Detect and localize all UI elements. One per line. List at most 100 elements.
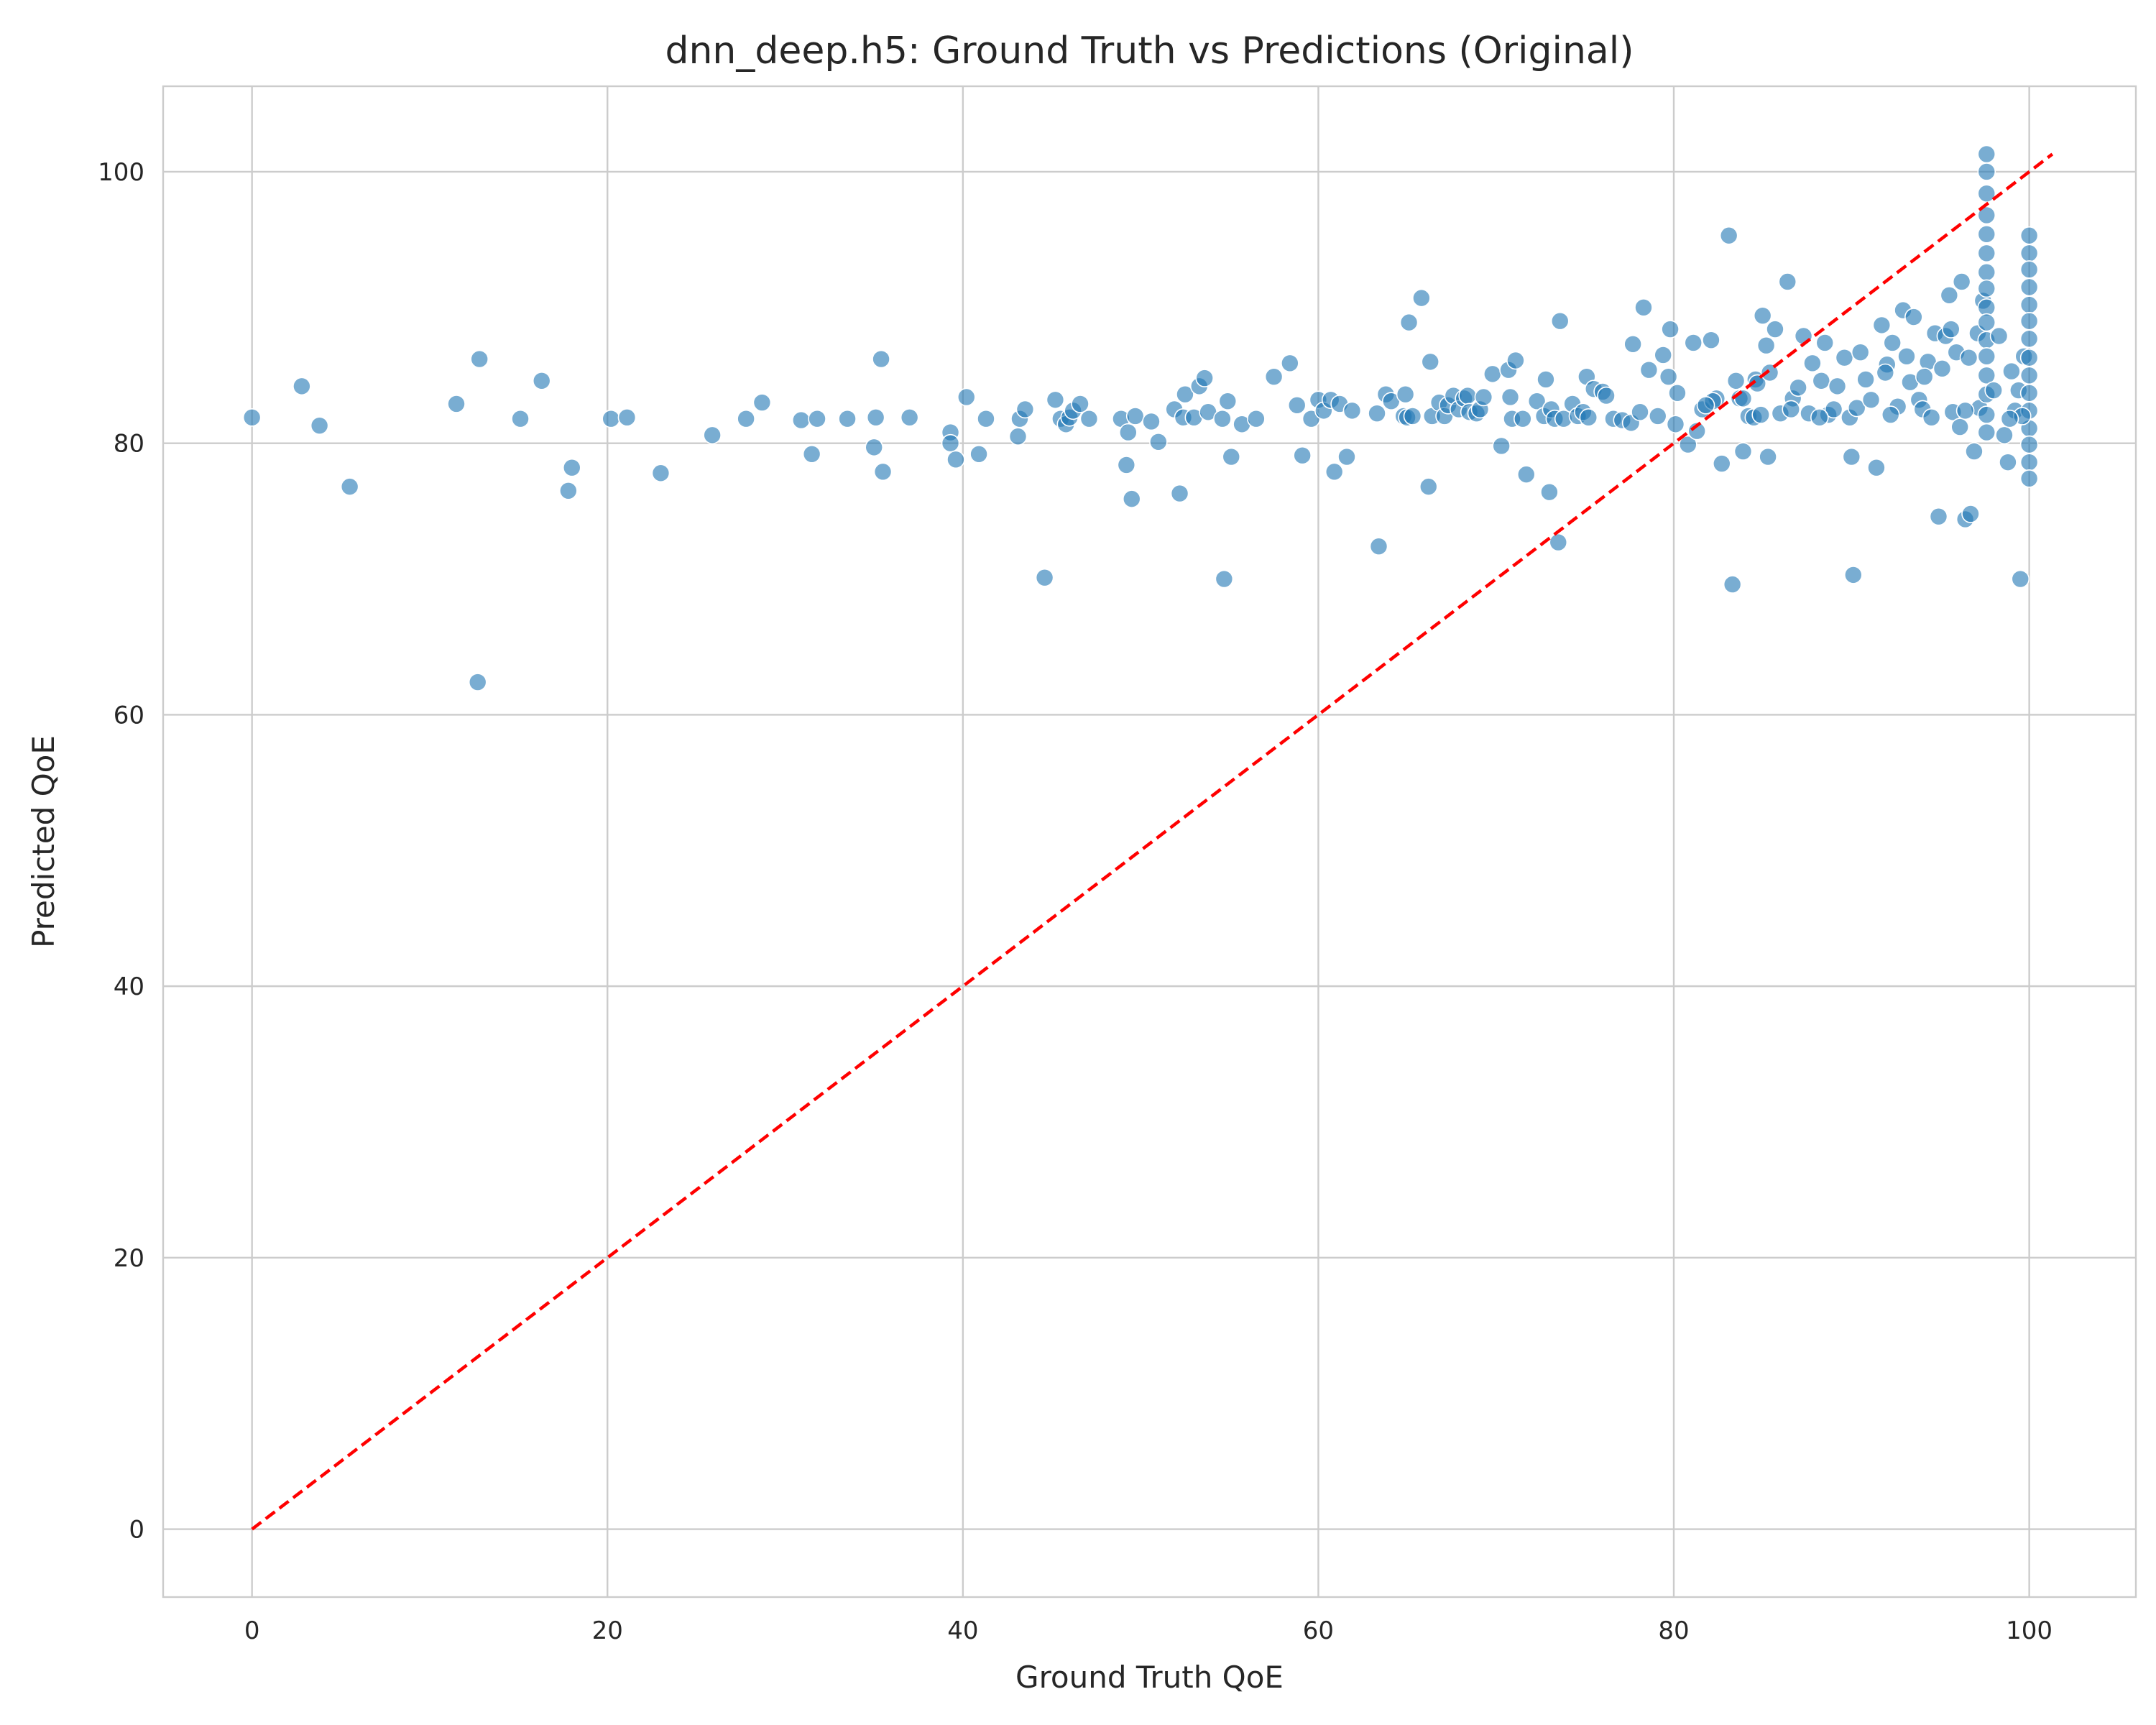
data-point bbox=[1369, 537, 1388, 556]
data-point bbox=[1119, 423, 1138, 442]
data-point bbox=[808, 409, 826, 428]
data-point bbox=[838, 409, 857, 428]
x-tick-label: 80 bbox=[1658, 1616, 1689, 1645]
data-point bbox=[1684, 334, 1703, 352]
data-point bbox=[873, 462, 893, 482]
data-point bbox=[1989, 326, 2009, 346]
data-point bbox=[1955, 401, 1975, 420]
data-point bbox=[1281, 354, 1299, 373]
data-point bbox=[1337, 447, 1356, 466]
data-point bbox=[468, 673, 487, 691]
data-point bbox=[1835, 348, 1854, 367]
plot-area-frame bbox=[162, 85, 2137, 1598]
data-point bbox=[791, 410, 811, 430]
data-point bbox=[957, 387, 976, 407]
data-point bbox=[1932, 359, 1952, 378]
data-point bbox=[1842, 447, 1861, 466]
data-point bbox=[866, 408, 885, 427]
data-point bbox=[1782, 400, 1801, 419]
data-point bbox=[1733, 442, 1753, 461]
data-point bbox=[1527, 392, 1547, 410]
data-point bbox=[1897, 347, 1916, 366]
data-point bbox=[1751, 405, 1771, 424]
data-point bbox=[1412, 288, 1431, 308]
data-point bbox=[1977, 279, 1996, 298]
data-point bbox=[1639, 360, 1659, 380]
data-point bbox=[1876, 363, 1895, 382]
data-point bbox=[1142, 412, 1161, 431]
x-tick-label: 100 bbox=[2006, 1616, 2053, 1645]
data-point bbox=[1222, 447, 1241, 466]
data-point bbox=[1687, 421, 1706, 441]
data-point bbox=[2019, 226, 2039, 245]
data-point bbox=[1342, 401, 1362, 420]
data-point bbox=[1977, 244, 1996, 263]
data-point bbox=[1881, 405, 1900, 424]
data-point bbox=[470, 349, 489, 369]
data-point bbox=[1828, 377, 1847, 396]
data-point bbox=[1679, 435, 1697, 454]
data-point bbox=[1008, 427, 1028, 446]
data-point bbox=[1815, 334, 1835, 352]
data-point bbox=[1648, 407, 1667, 426]
data-point bbox=[752, 393, 772, 412]
data-point bbox=[1079, 409, 1099, 428]
data-point bbox=[1176, 385, 1194, 404]
data-point bbox=[1883, 334, 1902, 352]
data-point bbox=[2019, 453, 2039, 472]
data-point bbox=[1218, 392, 1238, 410]
data-point bbox=[1794, 326, 1813, 346]
data-point bbox=[1760, 363, 1779, 382]
data-point bbox=[2019, 277, 2039, 297]
data-point bbox=[340, 477, 359, 496]
x-tick-label: 60 bbox=[1303, 1616, 1334, 1645]
data-point bbox=[1977, 144, 1996, 164]
data-points bbox=[242, 144, 2039, 691]
data-point bbox=[562, 458, 581, 477]
data-point bbox=[1959, 348, 1978, 367]
data-point bbox=[2019, 244, 2039, 263]
data-point bbox=[559, 481, 578, 500]
data-point bbox=[1766, 320, 1784, 339]
data-point bbox=[1399, 313, 1419, 332]
data-point bbox=[2019, 295, 2039, 314]
data-point bbox=[1247, 409, 1266, 428]
data-point bbox=[1915, 367, 1934, 386]
data-point bbox=[2002, 362, 2021, 381]
data-point bbox=[1696, 396, 1715, 415]
data-point bbox=[703, 426, 722, 445]
data-point bbox=[2011, 569, 2030, 589]
data-point bbox=[1046, 390, 1065, 410]
data-point bbox=[1856, 370, 1875, 389]
data-point bbox=[1506, 351, 1525, 370]
data-point bbox=[1634, 298, 1653, 317]
data-point bbox=[2019, 329, 2039, 349]
data-point bbox=[1654, 346, 1672, 364]
data-point bbox=[1213, 409, 1232, 428]
data-point bbox=[1501, 387, 1520, 407]
data-point bbox=[1733, 389, 1753, 408]
data-point bbox=[1035, 568, 1054, 587]
y-tick-label: 40 bbox=[114, 972, 144, 1001]
data-point bbox=[2019, 384, 2039, 402]
data-point bbox=[1851, 343, 1870, 362]
data-point bbox=[1812, 372, 1831, 390]
data-point bbox=[1861, 390, 1881, 410]
data-point bbox=[941, 433, 960, 453]
data-point bbox=[1922, 408, 1941, 427]
data-point bbox=[1984, 381, 2003, 400]
data-point bbox=[602, 409, 620, 428]
data-point bbox=[802, 445, 821, 464]
tick-labels: 0 20 40 60 80 100 0 20 40 60 80 100 bbox=[98, 158, 2053, 1645]
data-point bbox=[1977, 347, 1996, 366]
data-point bbox=[1170, 484, 1189, 503]
data-point bbox=[1659, 367, 1678, 386]
data-point bbox=[1325, 462, 1344, 482]
data-point bbox=[1661, 320, 1680, 339]
data-point bbox=[651, 464, 671, 483]
data-point bbox=[1474, 387, 1493, 407]
data-point bbox=[2019, 260, 2039, 279]
data-point bbox=[2000, 409, 2019, 428]
data-point bbox=[1631, 402, 1649, 422]
